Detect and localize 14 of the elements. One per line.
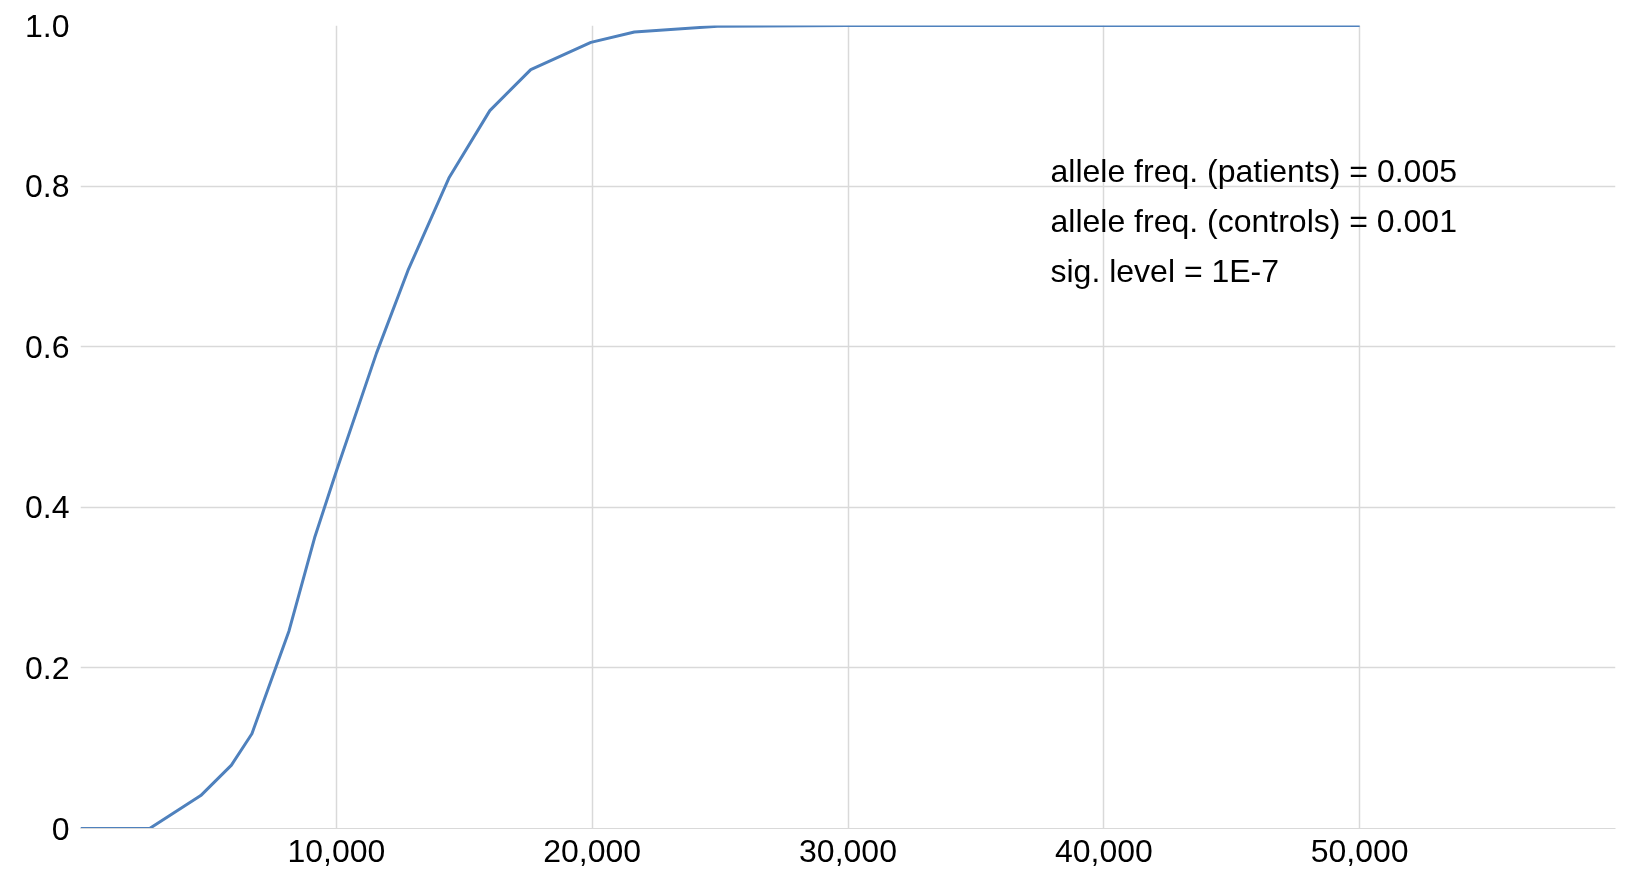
- annotation: sig. level = 1E-7: [1050, 252, 1280, 289]
- y-tick-label: 1.0: [25, 7, 70, 44]
- x-tick-label: 50,000: [1310, 832, 1409, 869]
- x-tick-label: 30,000: [799, 832, 897, 869]
- annotation: allele freq. (controls) = 0.001: [1050, 202, 1457, 239]
- y-tick-label: 0: [51, 810, 70, 847]
- annotation: allele freq. (patients) = 0.005: [1050, 152, 1457, 189]
- y-tick-label: 0.2: [25, 649, 70, 686]
- y-tick-label: 0.4: [25, 489, 70, 526]
- y-tick-label: 0.8: [25, 168, 70, 205]
- x-tick-label: 20,000: [543, 832, 642, 869]
- y-tick-label: 0.6: [25, 328, 70, 365]
- x-tick-label: 10,000: [287, 832, 386, 869]
- x-tick-label: 40,000: [1054, 832, 1153, 869]
